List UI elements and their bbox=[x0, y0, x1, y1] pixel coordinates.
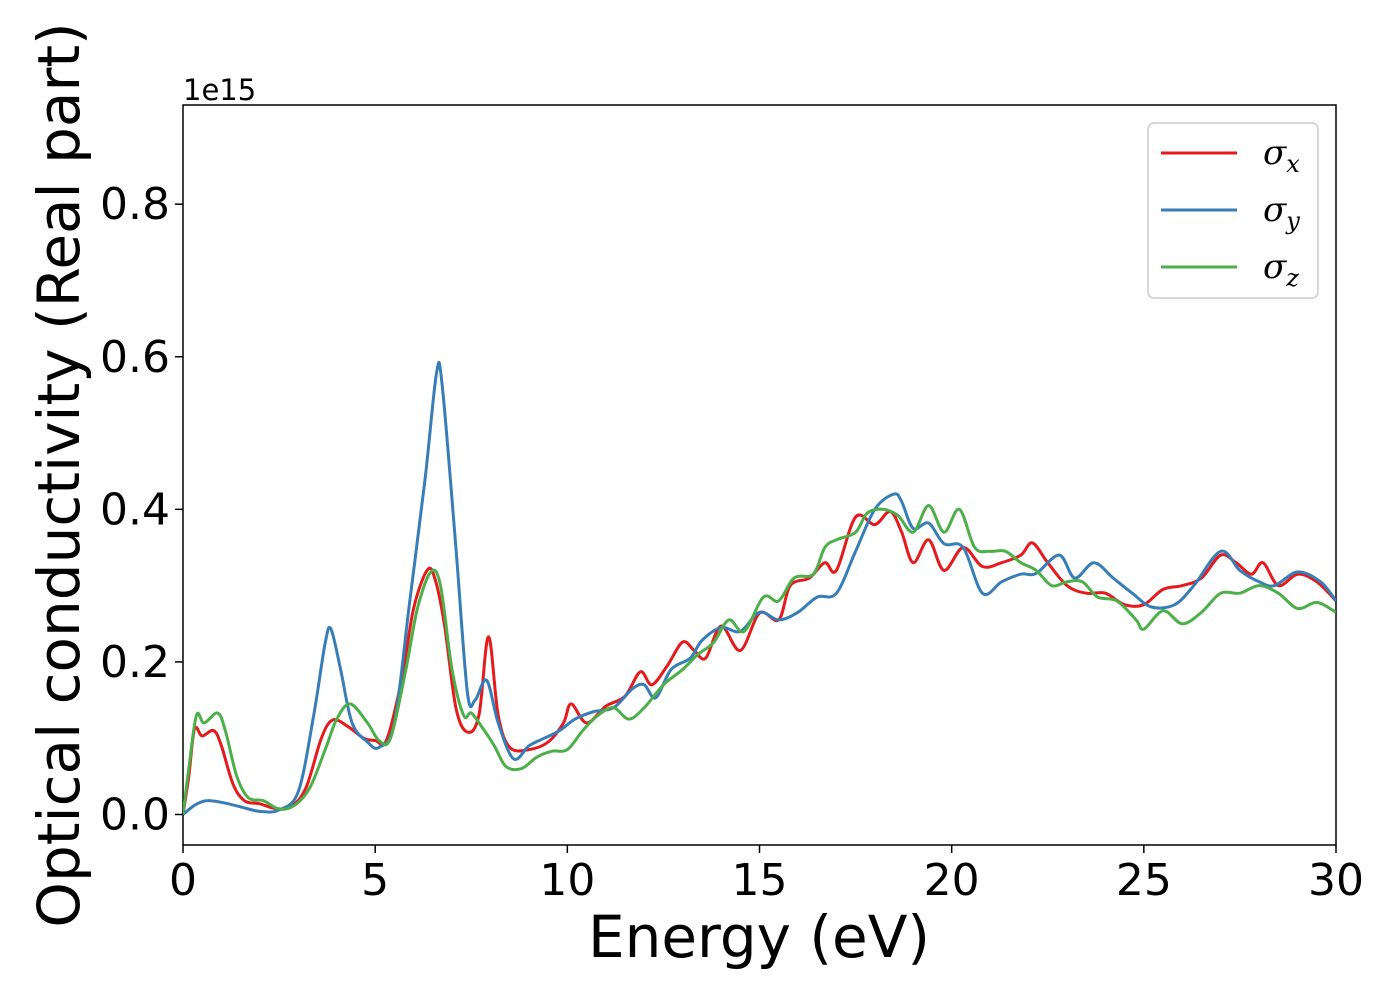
x-tick-label: 5 bbox=[361, 855, 389, 906]
x-axis-label: Energy (eV) bbox=[588, 903, 930, 971]
x-axis-ticks: 0 5 10 15 20 25 30 bbox=[169, 845, 1364, 906]
series-lines bbox=[183, 360, 1336, 816]
series-line-sigma-z bbox=[183, 504, 1336, 815]
series-line-sigma-x bbox=[183, 510, 1336, 815]
y-tick-label: 0.8 bbox=[100, 179, 170, 230]
y-tick-label: 0.2 bbox=[100, 637, 170, 688]
y-tick-label: 0.4 bbox=[100, 484, 170, 535]
y-axis-label: Optical conductivity (Real part) bbox=[25, 22, 93, 927]
x-tick-label: 30 bbox=[1308, 855, 1364, 906]
x-tick-label: 0 bbox=[169, 855, 197, 906]
x-tick-label: 10 bbox=[539, 855, 595, 906]
y-tick-label: 0.0 bbox=[100, 789, 170, 840]
x-tick-label: 20 bbox=[924, 855, 980, 906]
y-tick-label: 0.6 bbox=[100, 332, 170, 383]
legend-label-sigma-z: σz bbox=[1263, 247, 1299, 292]
x-tick-label: 25 bbox=[1116, 855, 1172, 906]
y-axis-ticks: 0.0 0.2 0.4 0.6 0.8 bbox=[100, 179, 183, 840]
y-offset-label: 1e15 bbox=[183, 73, 256, 107]
series-line-sigma-y bbox=[183, 360, 1336, 816]
x-tick-label: 15 bbox=[732, 855, 788, 906]
